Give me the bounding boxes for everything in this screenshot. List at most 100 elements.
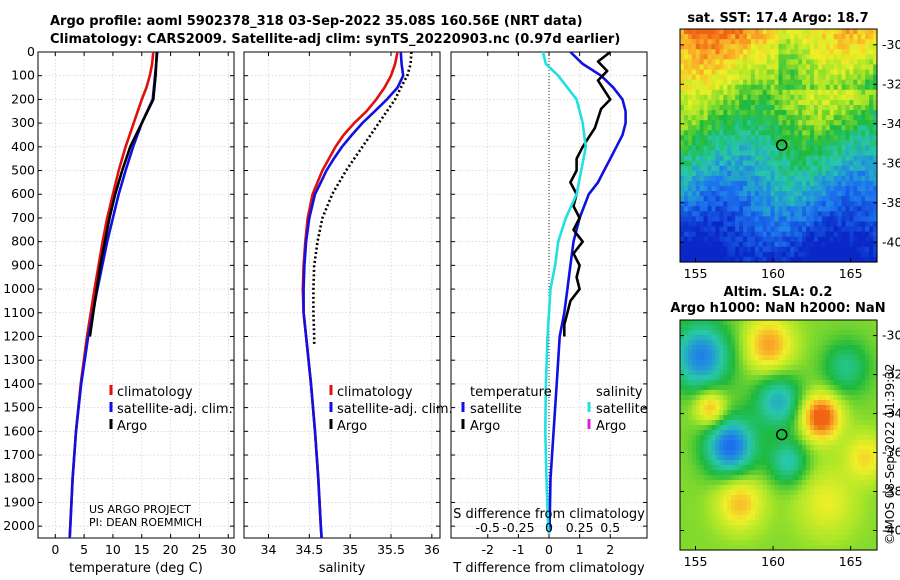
map-cell: [833, 241, 839, 248]
map-cell: [841, 256, 847, 263]
map-cell: [853, 480, 858, 486]
map-cell: [739, 480, 744, 486]
map-cell: [691, 530, 697, 536]
map-cell: [695, 535, 701, 541]
map-cell: [766, 135, 772, 142]
axes-frame: [243, 51, 441, 539]
map-cell: [707, 140, 713, 147]
map-cell: [873, 196, 878, 202]
map-cell: [841, 69, 847, 76]
map-cell: [735, 120, 740, 126]
map-cell: [746, 485, 752, 491]
map-cell: [853, 216, 858, 223]
map-cell: [762, 180, 768, 187]
map-cell: [766, 400, 772, 406]
map-cell: [825, 170, 831, 177]
map-cell: [723, 320, 728, 326]
map-cell: [798, 256, 803, 263]
map-cell: [813, 405, 819, 411]
map-cell: [841, 335, 847, 341]
map-cell: [687, 231, 693, 238]
map-cell: [743, 64, 748, 71]
map-cell: [715, 251, 720, 258]
map-cell: [790, 104, 795, 111]
map-cell: [869, 54, 874, 60]
map-cell: [845, 335, 851, 341]
map-cell: [754, 480, 760, 486]
map-cell: [825, 180, 831, 187]
map-cell: [711, 320, 717, 326]
map-cell: [711, 155, 717, 162]
map-cell: [727, 500, 732, 506]
map-cell: [703, 325, 709, 331]
map-cell: [711, 256, 717, 263]
map-cell: [794, 94, 799, 101]
map-cell: [707, 375, 713, 381]
map-cell: [687, 59, 693, 66]
map-cell: [849, 365, 854, 371]
map-cell: [766, 241, 772, 248]
map-cell: [806, 445, 811, 451]
map-cell: [711, 206, 717, 212]
map-cell: [727, 145, 732, 152]
map-cell: [873, 460, 878, 466]
map-cell: [746, 445, 752, 451]
map-cell: [731, 74, 736, 81]
map-cell: [837, 520, 843, 526]
map-cell: [869, 535, 874, 541]
map-cell: [770, 490, 776, 496]
map-cell: [778, 335, 784, 341]
map-cell: [778, 485, 784, 491]
map-cell: [699, 140, 705, 147]
map-cell: [829, 226, 835, 233]
map-cell: [841, 64, 847, 71]
map-cell: [691, 445, 697, 451]
map-cell: [806, 400, 811, 406]
map-cell: [833, 226, 839, 233]
map-cell: [794, 99, 799, 106]
y-tick-label: 900: [11, 257, 35, 272]
map-cell: [798, 525, 803, 531]
map-cell: [821, 530, 827, 536]
map-cell: [873, 410, 878, 416]
map-cell: [750, 125, 756, 131]
map-cell: [735, 480, 740, 486]
map-cell: [853, 89, 858, 96]
map-cell: [873, 115, 878, 121]
map-cell: [774, 94, 780, 101]
map-cell: [798, 535, 803, 541]
map-cell: [857, 545, 862, 551]
map-cell: [790, 201, 795, 207]
map-cell: [849, 395, 854, 401]
map-cell: [817, 231, 823, 238]
map-cell: [813, 335, 819, 341]
map-cell: [754, 435, 760, 441]
map-cell: [806, 390, 811, 396]
map-cell: [695, 440, 701, 446]
map-cell: [833, 415, 839, 421]
map-cell: [861, 385, 866, 391]
map-cell: [715, 320, 720, 326]
map-cell: [703, 390, 709, 396]
map-cell: [853, 170, 858, 177]
map-cell: [794, 355, 799, 361]
map-cell: [806, 145, 811, 152]
map-cell: [707, 89, 713, 96]
map-cell: [754, 170, 760, 177]
map-cell: [778, 191, 784, 197]
map-cell: [680, 201, 685, 207]
map-cell: [794, 535, 799, 541]
map-cell: [762, 170, 768, 177]
map-cell: [782, 196, 787, 202]
map-cells: [680, 29, 878, 263]
map-cell: [790, 191, 795, 197]
map-cell: [841, 350, 847, 356]
map-cell: [802, 470, 807, 476]
map-cell: [711, 165, 717, 172]
map-cell: [699, 465, 705, 471]
map-cell: [711, 201, 717, 207]
map-cell: [853, 530, 858, 536]
map-cell: [794, 405, 799, 411]
map-cell: [758, 375, 764, 381]
map-cell: [703, 435, 709, 441]
